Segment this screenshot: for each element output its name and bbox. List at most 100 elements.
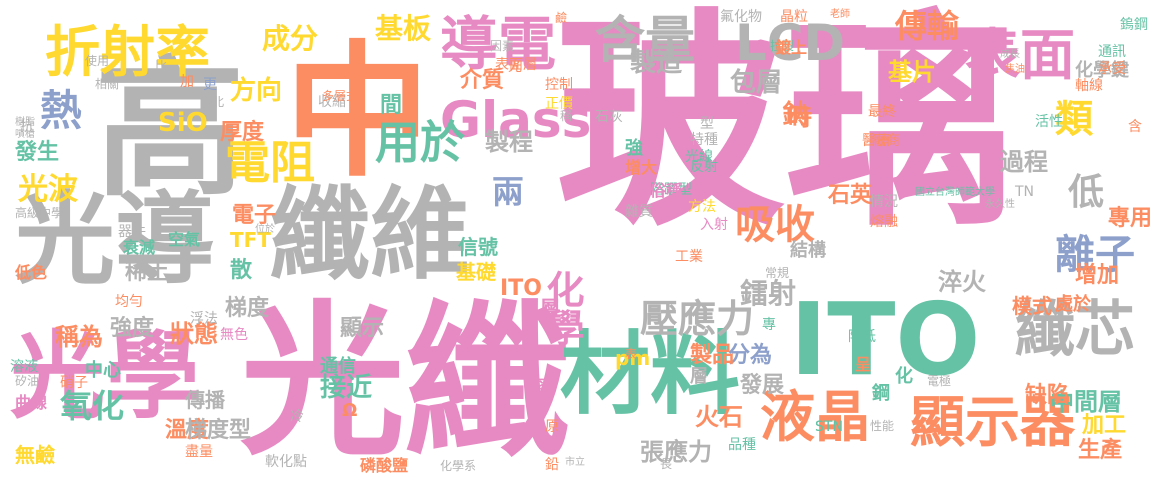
cloud-word: 特種 — [690, 132, 718, 148]
cloud-word: 基礎 — [456, 260, 496, 284]
cloud-word: 相關 — [95, 77, 120, 91]
cloud-word: 拉製 — [770, 39, 795, 53]
cloud-word: 方向 — [230, 76, 283, 106]
cloud-word: 信號 — [458, 235, 498, 259]
cloud-word: 軸線 — [1075, 78, 1103, 94]
cloud-word: 結構 — [790, 240, 826, 261]
cloud-word: 器件 — [118, 224, 146, 240]
cloud-word: Ω — [342, 400, 358, 421]
cloud-word: 加工 — [1082, 413, 1127, 438]
cloud-word: 顯示器 — [910, 390, 1076, 454]
cloud-word: 增加 — [1075, 263, 1120, 288]
cloud-word: 硝子 — [60, 375, 88, 391]
cloud-word: 成分 — [262, 22, 319, 55]
cloud-word: 比 — [155, 59, 168, 73]
cloud-word: 吸收 — [735, 202, 815, 248]
cloud-word: 強 — [625, 138, 643, 159]
cloud-word: 增大 — [625, 158, 658, 177]
cloud-word: 光波 — [18, 172, 78, 207]
cloud-word: 軟化點 — [265, 454, 307, 470]
cloud-word: 稱 — [560, 109, 573, 123]
cloud-word: 入射 — [700, 217, 728, 233]
cloud-word: 分為 — [728, 343, 773, 368]
cloud-word: 階躍型 — [650, 182, 692, 198]
cloud-word: 材料 — [560, 322, 740, 427]
cloud-word: 化學系 — [440, 459, 477, 473]
cloud-word: 化學鍵 — [1075, 60, 1129, 81]
cloud-word: 衰減 — [123, 238, 156, 257]
cloud-word: pm — [615, 346, 651, 370]
cloud-word: 熔融 — [870, 214, 898, 230]
cloud-word: 抗 — [20, 119, 34, 135]
cloud-word: 生產 — [1078, 438, 1123, 463]
cloud-word: SiO — [158, 108, 208, 138]
cloud-word: 鍍上 — [775, 38, 808, 57]
cloud-word: 梯度型 — [185, 418, 252, 443]
cloud-word: 層 — [690, 366, 708, 387]
cloud-word: 正價 — [545, 96, 573, 112]
cloud-word: 醫療 — [862, 133, 890, 149]
cloud-word: 兩 — [487, 175, 525, 207]
cloud-word: 傳播 — [185, 388, 225, 412]
cloud-word: 過程 — [1000, 148, 1048, 176]
cloud-word: 盡量 — [185, 444, 213, 460]
cloud-word: 常規 — [765, 266, 790, 280]
cloud-word: 玻璃 — [555, 0, 1016, 258]
cloud-word: 離子 — [1055, 232, 1135, 278]
cloud-word: 製造 — [630, 48, 683, 78]
cloud-word: 製品 — [690, 343, 735, 368]
cloud-word: 氟化物 — [720, 9, 762, 25]
cloud-word: 溫度 — [165, 418, 210, 443]
cloud-word: 熱 — [40, 86, 83, 135]
cloud-word: 厚度 — [220, 120, 265, 145]
cloud-word: 中 — [285, 28, 430, 197]
cloud-word: 纖維 — [270, 176, 470, 293]
cloud-word: 控制 — [545, 77, 573, 93]
cloud-word: 表 — [625, 347, 638, 361]
cloud-word: 中間層 — [1050, 388, 1122, 416]
cloud-word: STN — [815, 419, 843, 435]
cloud-word: 散 — [230, 258, 253, 283]
cloud-word: 高 — [95, 43, 246, 217]
cloud-word: LCD — [735, 14, 846, 72]
cloud-word: 俗稱 — [650, 181, 683, 200]
cloud-word: 包層 — [730, 68, 783, 98]
cloud-word: 表面 — [965, 23, 1076, 87]
cloud-word: 原 — [545, 419, 559, 435]
cloud-word: 張應力 — [640, 438, 712, 466]
cloud-word: 淬火 — [938, 268, 986, 296]
cloud-word: ITO — [790, 281, 981, 398]
cloud-word: 均勻 — [115, 294, 143, 310]
cloud-word: 基板 — [375, 12, 432, 45]
cloud-word: TN — [1015, 184, 1035, 200]
cloud-word: 空氣 — [168, 230, 201, 249]
cloud-word: 活性 — [1035, 114, 1063, 130]
cloud-word: 使用 — [85, 54, 110, 68]
cloud-word: 呈 — [855, 355, 872, 374]
cloud-word: 光纖 — [240, 286, 570, 478]
cloud-word: TFT — [230, 228, 271, 252]
cloud-word: 廠商 — [872, 133, 900, 149]
cloud-word: 情況 — [870, 194, 898, 210]
cloud-word: 鉛 — [545, 457, 559, 473]
cloud-word: 稱為 — [55, 323, 103, 351]
cloud-word: 梯度 — [225, 296, 270, 321]
cloud-word: 焦油 — [1005, 64, 1025, 75]
cloud-word: 永久性 — [985, 199, 1015, 210]
cloud-word: 用於 — [375, 116, 466, 169]
cloud-word: 接近 — [320, 373, 373, 403]
cloud-word: 壓應力 — [640, 297, 755, 341]
cloud-word: 方法 — [688, 199, 716, 215]
cloud-word: 市立 — [565, 457, 585, 468]
cloud-word: 類 — [1055, 97, 1094, 141]
cloud-word: 發生 — [15, 140, 60, 165]
cloud-word: 中心 — [85, 360, 121, 381]
cloud-word: 間 — [380, 93, 403, 118]
cloud-word: 老師 — [830, 9, 850, 20]
cloud-word: 纖芯 — [1015, 295, 1135, 365]
cloud-word: 製程 — [485, 128, 533, 156]
cloud-word: 晶粒 — [780, 9, 808, 25]
cloud-word: 鎢鋼 — [1120, 17, 1148, 33]
cloud-word: 國立台灣師範大學 — [915, 187, 995, 198]
cloud-word: 折射率 — [45, 20, 211, 84]
